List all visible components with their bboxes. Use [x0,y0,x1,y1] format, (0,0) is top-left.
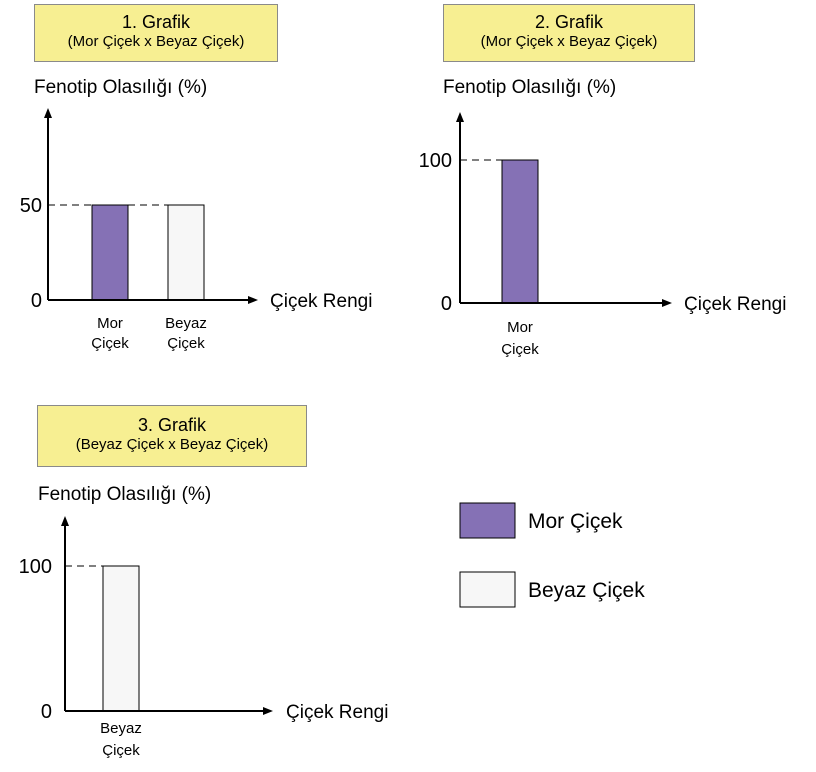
chart-2-x-arrow [662,299,672,307]
chart-3-ylabel: Fenotip Olasılığı (%) [38,484,211,505]
chart-3-category-1-line-1: Beyaz [100,720,142,737]
chart-2-category-1-line-1: Mor [507,319,533,336]
chart-2-subtitle: (Mor Çiçek x Beyaz Çiçek) [480,33,658,50]
chart-2-xlabel: Çiçek Rengi [684,294,786,315]
chart-3-title-box: 3. Grafik (Beyaz Çiçek x Beyaz Çiçek) [37,405,307,467]
chart-1-category-2-line-2: Çiçek [167,335,205,352]
legend-swatch-2 [459,571,516,608]
chart-1-category-1-line-1: Mor [97,315,123,332]
chart-1-ytick-50: 50 [20,195,42,217]
chart-2-ylabel: Fenotip Olasılığı (%) [443,77,616,98]
chart-3-bar-1 [102,565,140,712]
chart-3-ytick-0: 0 [41,701,52,723]
chart-1-title: 1. Grafik [121,12,191,32]
chart-1-x-arrow [248,296,258,304]
chart-1-ytick-0: 0 [31,290,42,312]
chart-1-category-2-line-1: Beyaz [165,315,207,332]
legend-label-2: Beyaz Çiçek [528,579,645,602]
chart-2-bar-1 [501,159,539,304]
chart-2-y-arrow [456,112,464,122]
chart-2-title-box: 2. Grafik (Mor Çiçek x Beyaz Çiçek) [443,4,695,62]
chart-1-bar-2 [167,204,205,301]
chart-3-category-1-line-2: Çiçek [102,742,140,759]
chart-3-ytick-100: 100 [19,556,52,578]
chart-1-ylabel: Fenotip Olasılığı (%) [34,77,207,98]
chart-3-title: 3. Grafik [137,415,207,435]
chart-1-y-arrow [44,108,52,118]
chart-3-xlabel: Çiçek Rengi [286,702,388,723]
chart-1-bar-1 [91,204,129,301]
chart-1-category-1-line-2: Çiçek [91,335,129,352]
chart-2-title: 2. Grafik [534,12,604,32]
chart-3-y-arrow [61,516,69,526]
legend-swatch-1 [459,502,516,539]
chart-2-category-1-line-2: Çiçek [501,341,539,358]
chart-2-ytick-100: 100 [419,150,452,172]
chart-1-xlabel: Çiçek Rengi [270,291,372,312]
chart-1-title-box: 1. Grafik (Mor Çiçek x Beyaz Çiçek) [34,4,278,62]
chart-3-subtitle: (Beyaz Çiçek x Beyaz Çiçek) [75,436,269,453]
legend-label-1: Mor Çiçek [528,510,623,533]
chart-2-ytick-0: 0 [441,293,452,315]
chart-1-subtitle: (Mor Çiçek x Beyaz Çiçek) [67,33,245,50]
chart-3-x-arrow [263,707,273,715]
